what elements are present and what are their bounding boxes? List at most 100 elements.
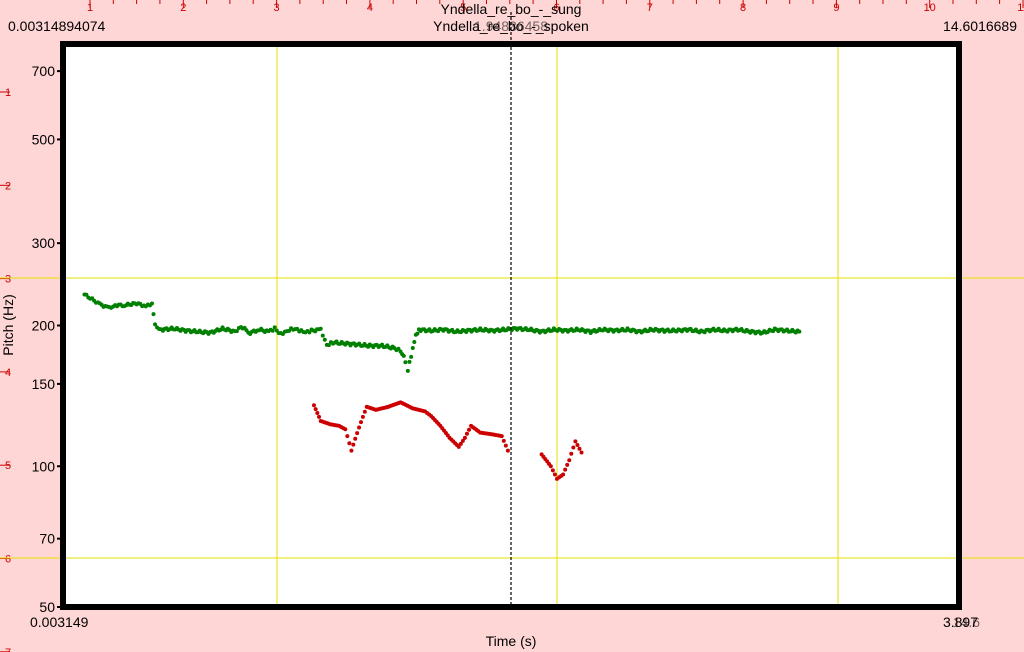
x-axis-label: Time (s) — [486, 633, 537, 649]
series-1-point — [499, 434, 504, 439]
series-0-point — [396, 346, 401, 351]
y-axis-ticks: 50 70 100 150 200 300 500 700 — [32, 63, 63, 615]
series-1-point — [503, 443, 508, 448]
series-0-point — [403, 360, 408, 365]
series-1-point — [565, 462, 570, 467]
series-1-point — [462, 435, 467, 440]
series-1-point — [456, 444, 461, 449]
series-1-point — [357, 425, 362, 430]
y-tick-label: 200 — [32, 318, 56, 334]
left-ruler-label: 2 — [5, 180, 11, 192]
series-0-point — [234, 329, 239, 334]
series-0-point — [412, 340, 417, 345]
series-0-point — [151, 312, 156, 317]
top-ruler-label: 2 — [180, 2, 186, 14]
series-1-point — [349, 448, 354, 453]
top-ruler-label: 9 — [833, 2, 839, 14]
series-1-point — [355, 431, 360, 436]
top-ruler-label: 3 — [274, 2, 280, 14]
series-0-point — [270, 328, 275, 333]
series-0-point — [318, 326, 323, 331]
title-spoken: Yndella_re_bo_-_spoken — [433, 18, 589, 34]
series-0-point — [153, 322, 158, 327]
left-ruler-label: 5 — [5, 460, 11, 472]
series-1-point — [460, 438, 465, 443]
series-1-point — [467, 427, 472, 432]
series-0-point — [415, 331, 420, 336]
series-1-point — [563, 467, 568, 472]
top-ruler-label: 8 — [740, 2, 746, 14]
series-0-point — [409, 354, 414, 359]
series-1-point — [552, 472, 557, 477]
series-1-point — [458, 441, 463, 446]
series-1-point — [360, 414, 365, 419]
y-tick-label: 100 — [32, 458, 56, 474]
y-tick-label: 300 — [32, 235, 56, 251]
series-0-point — [401, 353, 406, 358]
series-0-point — [272, 325, 277, 330]
series-1-point — [347, 441, 352, 446]
y-tick-label: 150 — [32, 376, 56, 392]
left-ruler-label: 1 — [5, 87, 11, 99]
y-tick-label: 70 — [39, 531, 55, 547]
series-0-point — [797, 329, 802, 334]
series-1-point — [311, 403, 316, 408]
series-1-point — [464, 431, 469, 436]
top-ruler-label: 7 — [647, 2, 653, 14]
series-1-point — [501, 438, 506, 443]
top-ruler: 1 2 3 4 5 6 7 8 9 10 11 — [87, 0, 1024, 14]
series-1-point — [317, 414, 322, 419]
series-0-point — [320, 333, 325, 338]
top-ruler-label: 11 — [1017, 2, 1024, 14]
left-ruler-label: 4 — [5, 367, 11, 379]
series-0-point — [407, 359, 412, 364]
series-1-point — [579, 450, 584, 455]
series-1-point — [573, 439, 578, 444]
y-tick-label: 700 — [32, 63, 56, 79]
top-ruler-label: 10 — [924, 2, 936, 14]
top-ruler-label: 6 — [553, 2, 559, 14]
series-0-point — [84, 292, 89, 297]
series-0-point — [326, 343, 331, 348]
grid-lines — [0, 44, 1024, 607]
left-ruler-label: 3 — [5, 274, 11, 286]
series-1-point — [353, 436, 358, 441]
series-1-point — [351, 442, 356, 447]
series-1-point — [343, 427, 348, 432]
series-1-point — [567, 458, 572, 463]
series-0-point — [322, 337, 327, 342]
top-left-time: 0.00314894074 — [8, 18, 106, 34]
series-1-point — [315, 410, 320, 415]
series-1-point — [550, 468, 555, 473]
series-0-point — [307, 330, 312, 335]
series-1-point — [561, 472, 566, 477]
series-1-point — [577, 446, 582, 451]
left-ruler: 1 2 3 4 5 6 7 — [0, 87, 11, 652]
top-ruler-label: 4 — [367, 2, 373, 14]
series-1-point — [571, 445, 576, 450]
series-1-point — [362, 409, 367, 414]
series-0-point — [410, 346, 415, 351]
series-1-point — [569, 451, 574, 456]
left-ruler-label: 6 — [5, 554, 11, 566]
series-1-point — [548, 464, 553, 469]
series-1-point — [345, 434, 350, 439]
title-sung: Yndella_re_bo_-_sung — [441, 1, 582, 17]
top-right-time: 14.6016689 — [943, 18, 1017, 34]
bottom-left-time: 0.003149 — [30, 614, 89, 630]
y-axis-label: Pitch (Hz) — [0, 294, 16, 355]
series-1-point — [505, 448, 510, 453]
series-1-point — [358, 420, 363, 425]
series-0-point — [149, 301, 154, 306]
left-ruler-label: 7 — [5, 647, 11, 652]
top-ruler-label: 1 — [87, 2, 93, 14]
bottom-right-time-overlap: 14.6 — [953, 614, 980, 630]
y-tick-label: 50 — [39, 599, 55, 615]
series-1-point — [575, 443, 580, 448]
cursor-time-label: 1.94836458 — [474, 18, 548, 34]
bottom-right-time: 3.897 — [943, 614, 978, 630]
series-0-point — [405, 368, 410, 373]
top-ruler-label: 5 — [460, 2, 466, 14]
series-1-point — [313, 407, 318, 412]
